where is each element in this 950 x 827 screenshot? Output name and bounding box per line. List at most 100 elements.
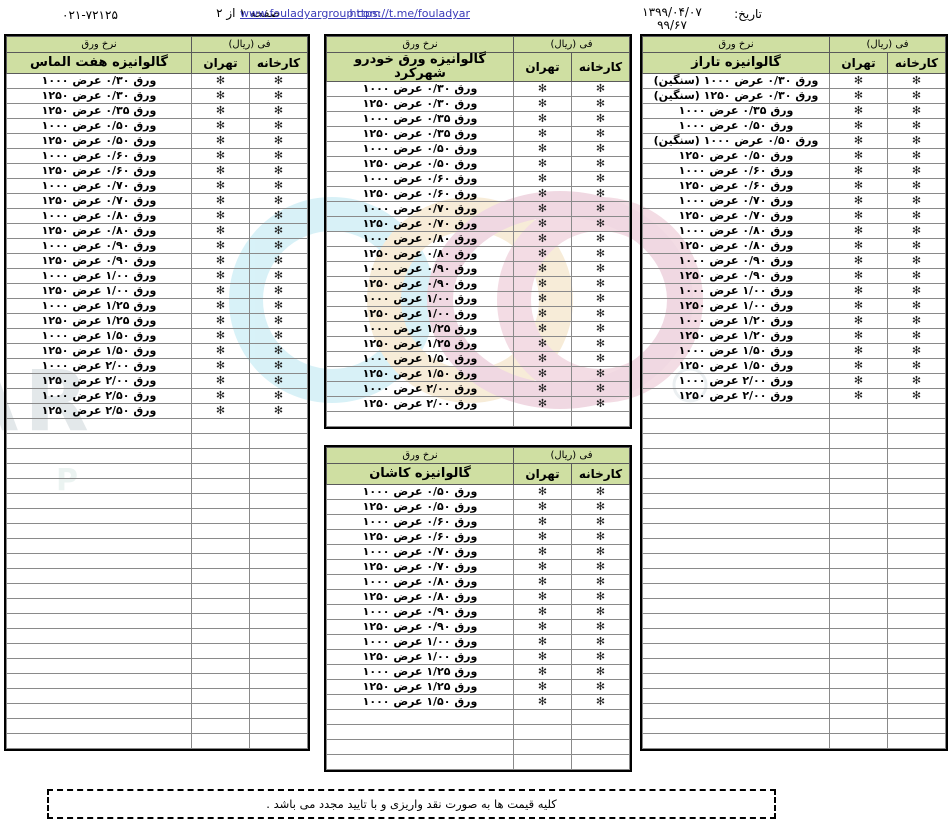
table-row: ✻ ✻ ورق ۰/۹۰ عرض ۱۰۰۰ — [326, 604, 630, 620]
price-tehran-cell — [829, 568, 888, 584]
price-tehran-cell: ✻ — [829, 358, 888, 374]
price-tehran-cell: ✻ — [513, 96, 572, 112]
price-factory-cell — [887, 523, 946, 539]
price-tehran-cell: ✻ — [191, 388, 250, 404]
table-row: ✻ ✻ ورق ۱/۵۰ عرض ۱۰۰۰ — [642, 343, 946, 359]
price-factory-cell: ✻ — [571, 484, 630, 500]
table-row: ✻ ✻ ورق ۱/۵۰ عرض ۱۲۵۰ — [642, 358, 946, 374]
price-tehran-cell: ✻ — [513, 381, 572, 397]
table-row-empty — [6, 673, 308, 689]
price-tehran-cell: ✻ — [513, 366, 572, 382]
product-name-cell: ورق ۲/۰۰ عرض ۱۰۰۰ — [642, 373, 830, 389]
price-tehran-cell: ✻ — [513, 351, 572, 367]
price-tehran-cell: ✻ — [191, 343, 250, 359]
product-name-cell — [6, 598, 192, 614]
price-factory-cell: ✻ — [249, 283, 308, 299]
price-tehran-cell: ✻ — [829, 373, 888, 389]
date-value: ۱۳۹۹/۰۴/۰۷ — [642, 5, 702, 19]
product-name-cell: ورق ۰/۸۰ عرض ۱۰۰۰ — [326, 231, 514, 247]
table-row: ✻ ✻ ورق ۱/۰۰ عرض ۱۲۵۰ — [6, 283, 308, 299]
table-row: ✻ ✻ ورق ۰/۹۰ عرض ۱۰۰۰ — [326, 261, 630, 277]
price-tehran-cell: ✻ — [191, 208, 250, 224]
website-link[interactable]: www.fouladyargroup.com — [240, 7, 381, 20]
price-tehran-cell: ✻ — [191, 328, 250, 344]
table-row-empty — [326, 724, 630, 740]
price-tehran-cell: ✻ — [513, 201, 572, 217]
product-name-cell: ورق ۱/۲۵ عرض ۱۰۰۰ — [6, 298, 192, 314]
table-row-empty — [642, 598, 946, 614]
price-tehran-cell — [513, 724, 572, 740]
price-factory-cell: ✻ — [249, 298, 308, 314]
product-name-cell: ورق ۰/۳۵ عرض ۱۰۰۰ — [326, 111, 514, 127]
price-tehran-cell — [191, 583, 250, 599]
product-name-cell: ورق ۱/۲۵ عرض ۱۲۵۰ — [326, 336, 514, 352]
price-tehran-cell: ✻ — [829, 238, 888, 254]
product-name-cell: ورق ۰/۳۵ عرض ۱۲۵۰ — [326, 126, 514, 142]
product-name-cell: ورق ۰/۹۰ عرض ۱۲۵۰ — [326, 276, 514, 292]
price-factory-cell: ✻ — [887, 268, 946, 284]
price-tehran-cell: ✻ — [829, 298, 888, 314]
price-tehran-cell: ✻ — [513, 529, 572, 545]
table-row-empty — [642, 673, 946, 689]
table-row-empty — [6, 538, 308, 554]
table-row-empty — [642, 418, 946, 434]
product-name-cell: ورق ۰/۳۰ عرض ۱۲۵۰ — [6, 88, 192, 104]
table-row-empty — [642, 433, 946, 449]
header-factory: کارخانه — [887, 52, 946, 74]
price-factory-cell: ✻ — [887, 208, 946, 224]
price-factory-cell: ✻ — [571, 231, 630, 247]
product-name-cell — [6, 553, 192, 569]
table-row: ✻ ✻ ورق ۰/۸۰ عرض ۱۲۵۰ — [6, 223, 308, 239]
product-name-cell — [6, 523, 192, 539]
price-factory-cell — [887, 403, 946, 419]
price-tehran-cell — [829, 538, 888, 554]
header-sheet-type: نرخ ورق — [326, 447, 514, 464]
price-factory-cell: ✻ — [571, 291, 630, 307]
price-factory-cell: ✻ — [571, 111, 630, 127]
table-row: ✻ ✻ ورق ۱/۲۵ عرض ۱۰۰۰ — [326, 664, 630, 680]
table-row: ✻ ✻ ورق ۰/۶۰ عرض ۱۲۵۰ — [642, 178, 946, 194]
price-factory-cell — [249, 583, 308, 599]
table-row: ✻ ✻ ورق ۰/۹۰ عرض ۱۲۵۰ — [6, 253, 308, 269]
price-tehran-cell: ✻ — [513, 514, 572, 530]
product-name-cell — [642, 403, 830, 419]
table-row: ✻ ✻ ورق ۰/۹۰ عرض ۱۰۰۰ — [6, 238, 308, 254]
price-factory-cell: ✻ — [887, 388, 946, 404]
price-tehran-cell — [829, 643, 888, 659]
price-factory-cell: ✻ — [571, 499, 630, 515]
table-row: ✻ ✻ ورق ۰/۵۰ عرض ۱۰۰۰ (سنگین) — [642, 133, 946, 149]
product-name-cell: ورق ۰/۹۰ عرض ۱۲۵۰ — [6, 253, 192, 269]
price-tehran-cell: ✻ — [191, 73, 250, 89]
price-tehran-cell — [829, 478, 888, 494]
product-name-cell: ورق ۲/۰۰ عرض ۱۰۰۰ — [326, 381, 514, 397]
price-tehran-cell — [829, 583, 888, 599]
header-fee-group: فی (ریال) — [513, 36, 630, 53]
product-name-cell: ورق ۰/۵۰ عرض ۱۰۰۰ — [642, 118, 830, 134]
product-name-cell — [642, 703, 830, 719]
product-name-cell — [642, 643, 830, 659]
table-row-empty — [642, 568, 946, 584]
price-tehran-cell — [829, 628, 888, 644]
table-wrapper-kashan: فی (ریال) نرخ ورق کارخانه تهران گالوانیزه کا… — [324, 445, 632, 772]
price-tehran-cell — [191, 448, 250, 464]
table-row: ✻ ✻ ورق ۰/۵۰ عرض ۱۰۰۰ — [326, 141, 630, 157]
table-column-middle: فی (ریال) نرخ ورق کارخانه تهران گالوانیزه ور… — [324, 34, 632, 772]
product-name-cell: ورق ۱/۰۰ عرض ۱۰۰۰ — [642, 283, 830, 299]
table-row: ✻ ✻ ورق ۰/۶۰ عرض ۱۰۰۰ — [642, 163, 946, 179]
price-tehran-cell — [191, 508, 250, 524]
product-name-cell — [642, 598, 830, 614]
product-name-cell: ورق ۰/۶۰ عرض ۱۲۵۰ — [326, 529, 514, 545]
price-factory-cell — [887, 688, 946, 704]
footer-note: کلیه قیمت ها به صورت نقد واریزی و با تای… — [47, 789, 776, 819]
price-tehran-cell: ✻ — [829, 388, 888, 404]
price-tehran-cell: ✻ — [191, 193, 250, 209]
product-name-cell: ورق ۱/۰۰ عرض ۱۲۵۰ — [326, 306, 514, 322]
price-factory-cell — [249, 418, 308, 434]
product-name-cell: ورق ۰/۹۰ عرض ۱۰۰۰ — [326, 261, 514, 277]
price-factory-cell — [887, 703, 946, 719]
product-name-cell: ورق ۱/۲۵ عرض ۱۲۵۰ — [6, 313, 192, 329]
table-row-empty — [642, 718, 946, 734]
telegram-link[interactable]: https://t.me/fouladyar — [349, 7, 470, 20]
price-factory-cell — [249, 688, 308, 704]
product-name-cell: ورق ۰/۷۰ عرض ۱۲۵۰ — [642, 208, 830, 224]
